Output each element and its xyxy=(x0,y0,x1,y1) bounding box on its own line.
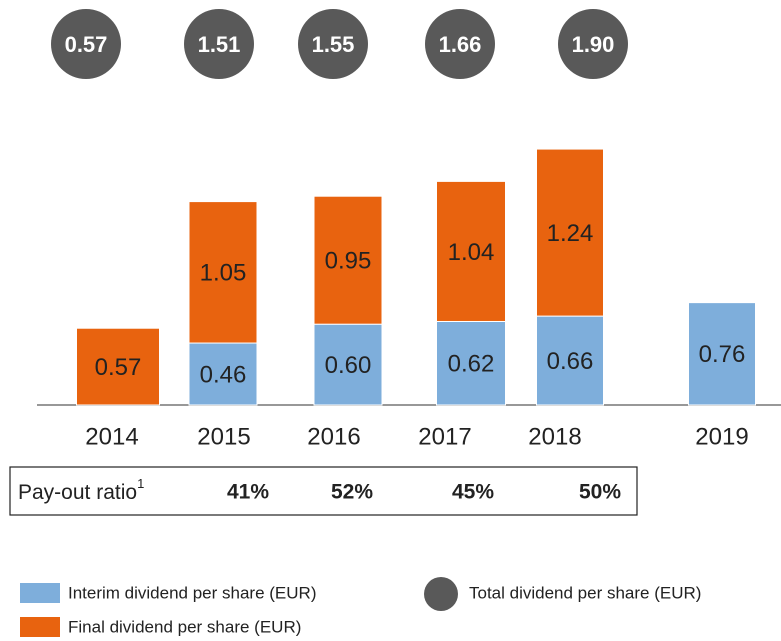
payout-value: 50% xyxy=(579,481,621,504)
bar-segment xyxy=(188,342,258,406)
value-label: 0.60 xyxy=(325,352,372,379)
total-circle xyxy=(558,9,628,79)
total-label: 1.55 xyxy=(312,32,355,57)
total-circle xyxy=(184,9,254,79)
legend-label: Total dividend per share (EUR) xyxy=(469,583,701,602)
bar-segment xyxy=(688,302,756,406)
bar-segment xyxy=(188,201,258,344)
payout-value: 52% xyxy=(331,481,373,504)
legend-swatch xyxy=(20,617,60,637)
value-label: 1.24 xyxy=(547,220,594,247)
bar-segment xyxy=(436,180,506,322)
x-tick-label: 2014 xyxy=(85,423,138,450)
total-circle xyxy=(425,9,495,79)
legend-label: Final dividend per share (EUR) xyxy=(68,617,301,636)
bar-segment xyxy=(76,327,160,406)
payout-value: 41% xyxy=(227,481,269,504)
value-label: 1.04 xyxy=(448,239,495,266)
total-label: 1.90 xyxy=(572,32,615,57)
bar-segment xyxy=(436,320,506,406)
bar-segment xyxy=(536,315,604,406)
bar-segment xyxy=(313,195,383,325)
total-label: 1.66 xyxy=(439,32,482,57)
legend-swatch xyxy=(20,583,60,603)
value-label: 0.57 xyxy=(95,354,142,381)
payout-label: Pay-out ratio1 xyxy=(18,476,144,503)
payout-value: 45% xyxy=(452,481,494,504)
legend-label: Interim dividend per share (EUR) xyxy=(68,583,316,602)
x-tick-label: 2017 xyxy=(418,423,471,450)
payout-box xyxy=(9,466,638,516)
value-label: 0.76 xyxy=(699,341,746,368)
x-tick-label: 2018 xyxy=(528,423,581,450)
payout-label-text: Pay-out ratio xyxy=(18,481,137,504)
value-label: 0.66 xyxy=(547,348,594,375)
legend-swatch xyxy=(424,577,458,611)
x-tick-label: 2019 xyxy=(695,423,748,450)
total-label: 0.57 xyxy=(65,32,108,57)
total-circle xyxy=(51,9,121,79)
x-tick-label: 2015 xyxy=(197,423,250,450)
bar-segment xyxy=(536,148,604,317)
footnote: 1 xyxy=(137,476,144,491)
x-tick-label: 2016 xyxy=(307,423,360,450)
value-label: 1.05 xyxy=(200,260,247,287)
bar-segment xyxy=(313,323,383,406)
total-label: 1.51 xyxy=(198,32,241,57)
value-label: 0.62 xyxy=(448,351,495,378)
value-label: 0.46 xyxy=(200,361,247,388)
total-circle xyxy=(298,9,368,79)
value-label: 0.95 xyxy=(325,248,372,275)
